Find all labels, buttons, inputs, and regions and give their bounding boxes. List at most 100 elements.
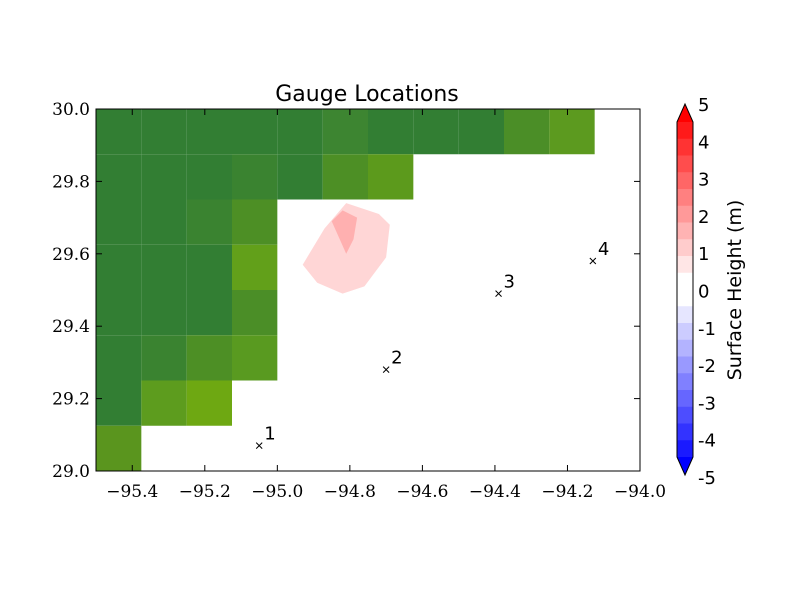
land-cell — [96, 425, 142, 471]
land-cell — [322, 109, 368, 155]
colorbar-segment — [677, 289, 693, 307]
colorbar-tick-label: -4 — [698, 431, 716, 452]
colorbar-tick-label: 1 — [698, 244, 709, 265]
colorbar-segment — [677, 256, 693, 274]
gauge-label: 1 — [264, 424, 275, 445]
land-cell — [232, 290, 278, 336]
land-cell — [277, 109, 323, 155]
colorbar-label: Surface Height (m) — [724, 200, 746, 381]
land-cell — [232, 199, 278, 245]
colorbar-extend-max — [677, 104, 693, 122]
land-cell — [458, 109, 504, 155]
gauge-label: 4 — [598, 239, 609, 260]
land-cell — [186, 335, 232, 381]
gauge-layer: 1 2 3 4 — [255, 239, 609, 450]
gauge-label: 2 — [391, 348, 402, 369]
x-tick-label: −94.4 — [469, 482, 521, 502]
land-cell — [232, 154, 278, 200]
land-cell — [186, 290, 232, 336]
x-tick-label: −94.6 — [396, 482, 448, 502]
colorbar-tick-label: 3 — [698, 170, 709, 191]
land-cell — [141, 199, 187, 245]
surface-height-contour — [331, 210, 358, 254]
colorbar-segment — [677, 323, 693, 341]
colorbar-segment — [677, 222, 693, 240]
colorbar-tick-label: -3 — [698, 393, 716, 414]
colorbar-segment — [677, 339, 693, 357]
x-tick-label: −94.0 — [614, 482, 666, 502]
land-cell — [96, 199, 142, 245]
plot-area: 1 2 3 4 — [95, 108, 641, 472]
gauge-marker — [255, 442, 263, 450]
colorbar: 5 4 3 2 1 0 -1 -2 -3 -4 -5 Surface Height (m) — [676, 95, 746, 489]
colorbar-outline — [676, 102, 694, 477]
x-tick-label: −94.8 — [324, 482, 376, 502]
colorbar-tick-label: 0 — [698, 282, 709, 303]
colorbar-segment — [677, 440, 693, 458]
colorbar-tick-label: -2 — [698, 356, 716, 377]
land-cell — [277, 154, 323, 200]
land-cell — [96, 154, 142, 200]
y-tick-label: 29.0 — [52, 462, 90, 482]
gauge-marker — [495, 290, 502, 297]
land-cell — [96, 335, 142, 381]
colorbar-segment — [677, 373, 693, 391]
colorbar-segment — [677, 356, 693, 374]
gauge-marker — [589, 257, 597, 265]
colorbar-tick-label: -5 — [698, 468, 716, 489]
x-tick-label: −95.2 — [179, 482, 231, 502]
chart-title: Gauge Locations — [275, 82, 458, 107]
land-cell — [141, 154, 187, 200]
y-tick-label: 29.8 — [52, 172, 90, 192]
plot-frame — [95, 108, 641, 472]
colorbar-segment — [677, 306, 693, 324]
colorbar-extend-min — [677, 457, 693, 475]
colorbar-tick-label: 4 — [698, 132, 709, 153]
land-cell — [504, 109, 550, 155]
land-cell — [141, 335, 187, 381]
land-cell — [368, 154, 414, 200]
land-layer — [96, 109, 595, 471]
colorbar-tick-label: 5 — [698, 95, 709, 116]
colorbar-segment — [677, 390, 693, 408]
gauge-label: 3 — [504, 272, 515, 293]
land-cell — [141, 109, 187, 155]
land-cell — [186, 154, 232, 200]
colorbar-tick-label: 2 — [698, 207, 709, 228]
colorbar-segment — [677, 189, 693, 207]
y-tick-label: 29.2 — [52, 390, 90, 410]
x-tick-label: −94.2 — [541, 482, 593, 502]
colorbar-segment — [677, 138, 693, 156]
colorbar-segment — [677, 205, 693, 223]
colorbar-segment — [677, 406, 693, 424]
land-cell — [96, 290, 142, 336]
land-cell — [186, 380, 232, 426]
land-cell — [186, 199, 232, 245]
land-cell — [141, 290, 187, 336]
land-cell — [96, 109, 142, 155]
land-cell — [141, 380, 187, 426]
x-tick-label: −95.4 — [106, 482, 158, 502]
y-tick-label: 29.6 — [52, 245, 90, 265]
land-cell — [322, 154, 368, 200]
colorbar-segment — [677, 122, 693, 140]
x-axis: −95.4 −95.2 −95.0 −94.8 −94.6 −94.4 −94.2 −94.0 — [106, 109, 666, 502]
land-cell — [232, 335, 278, 381]
land-cell — [141, 244, 187, 290]
land-cell — [549, 109, 595, 155]
y-tick-label: 30.0 — [52, 100, 90, 120]
land-cell — [186, 244, 232, 290]
land-cell — [96, 244, 142, 290]
colorbar-segment — [677, 155, 693, 173]
surface-contour-layer — [302, 203, 390, 294]
colorbar-segment — [677, 423, 693, 441]
colorbar-segment — [677, 239, 693, 257]
colorbar-tick-label: -1 — [698, 319, 716, 340]
land-cell — [186, 109, 232, 155]
land-cell — [232, 244, 278, 290]
land-cell — [232, 109, 278, 155]
land-cell — [413, 109, 459, 155]
colorbar-segment — [677, 172, 693, 190]
y-tick-label: 29.4 — [52, 317, 90, 337]
